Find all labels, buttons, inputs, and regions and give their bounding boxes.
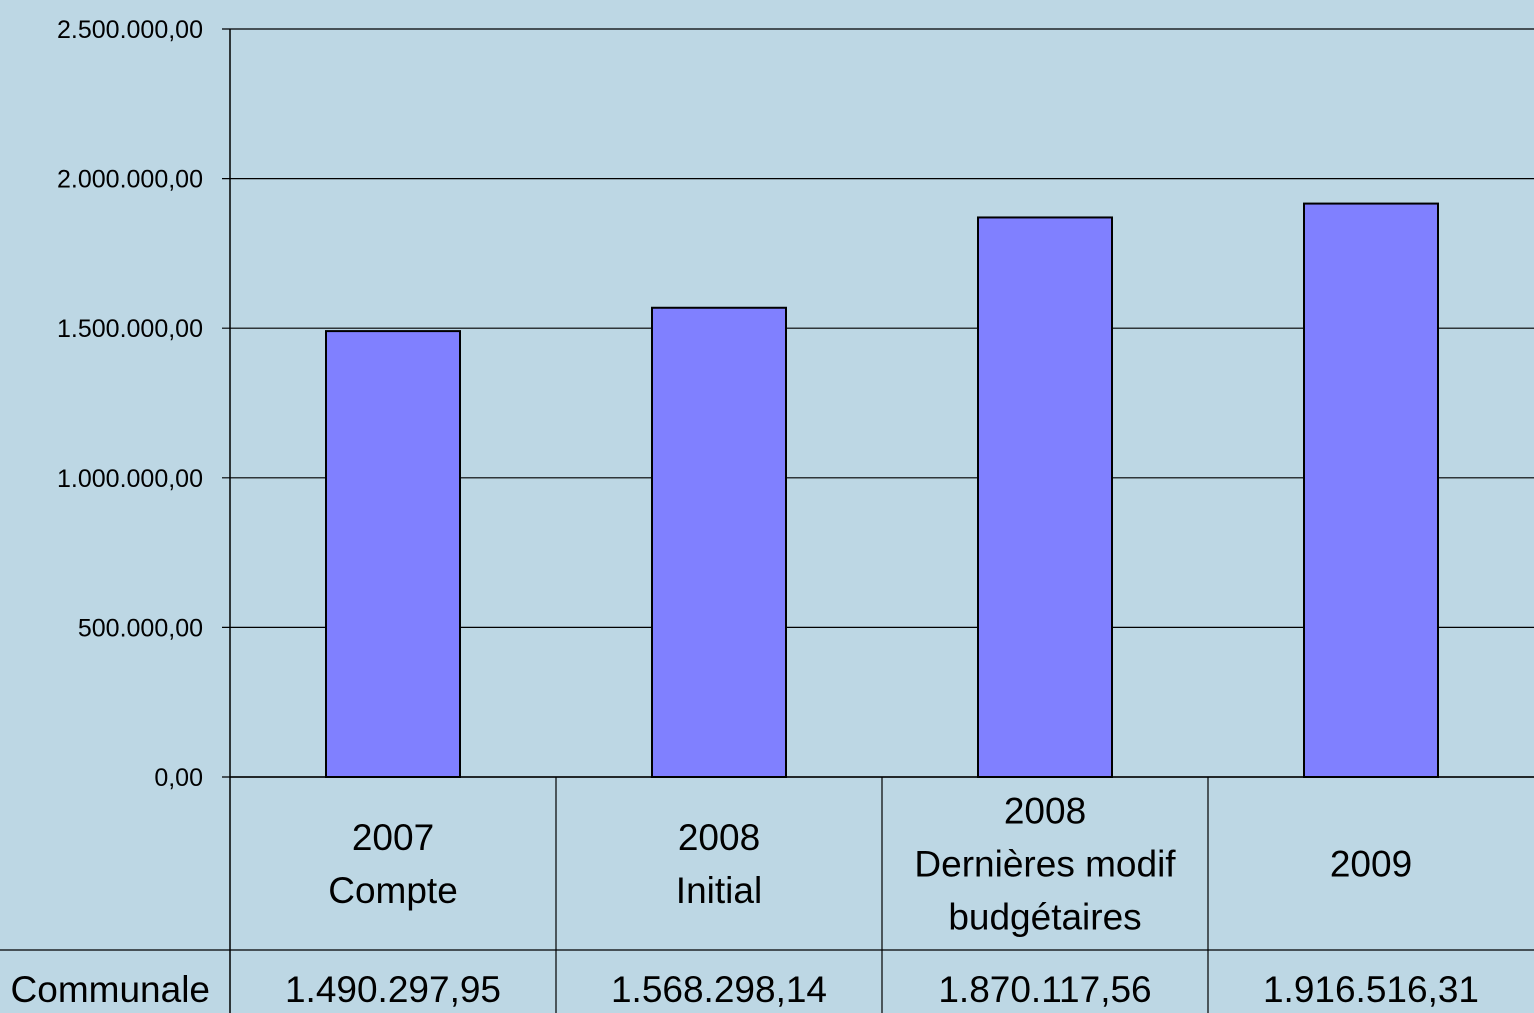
category-label: 2009 — [1330, 844, 1412, 885]
y-tick-label: 2.000.000,00 — [57, 166, 203, 194]
category-label: 2007 Compte — [328, 817, 458, 911]
data-value-label: 1.870.117,56 — [938, 969, 1151, 1010]
y-tick-label: 1.500.000,00 — [57, 315, 203, 343]
bar — [325, 330, 461, 778]
data-value-label: 1.568.298,14 — [611, 969, 827, 1010]
category-label-line: Initial — [676, 870, 762, 911]
bar — [1303, 202, 1439, 779]
category-label-line: Compte — [328, 870, 458, 911]
category-label-line: 2008 — [678, 817, 760, 858]
y-axis-ticks: 0,00 500.000,00 1.000.000,00 1.500.000,00 2.… — [57, 16, 203, 792]
category-label: 2008 Dernières modif budgétaires — [914, 791, 1176, 938]
category-label-line: budgétaires — [948, 897, 1141, 938]
bar — [977, 216, 1113, 779]
category-label-line: 2008 — [1004, 791, 1086, 832]
category-label: 2008 Initial — [676, 817, 762, 911]
series-name: Communale — [11, 969, 210, 1010]
category-label-line: 2009 — [1330, 844, 1412, 885]
y-tick-label: 500.000,00 — [78, 614, 203, 642]
y-tick-label: 2.500.000,00 — [57, 16, 203, 44]
y-tick-label: 1.000.000,00 — [57, 465, 203, 493]
category-label-line: Dernières modif — [914, 844, 1176, 885]
y-tick-label: 0,00 — [154, 764, 203, 792]
data-table: 2007 Compte 2008 Initial 2008 Dernières modif… — [0, 777, 1534, 1013]
bar — [651, 306, 787, 778]
category-label-line: 2007 — [352, 817, 434, 858]
bars — [325, 202, 1439, 779]
data-value-label: 1.490.297,95 — [285, 969, 501, 1010]
data-value-label: 1.916.516,31 — [1263, 969, 1479, 1010]
